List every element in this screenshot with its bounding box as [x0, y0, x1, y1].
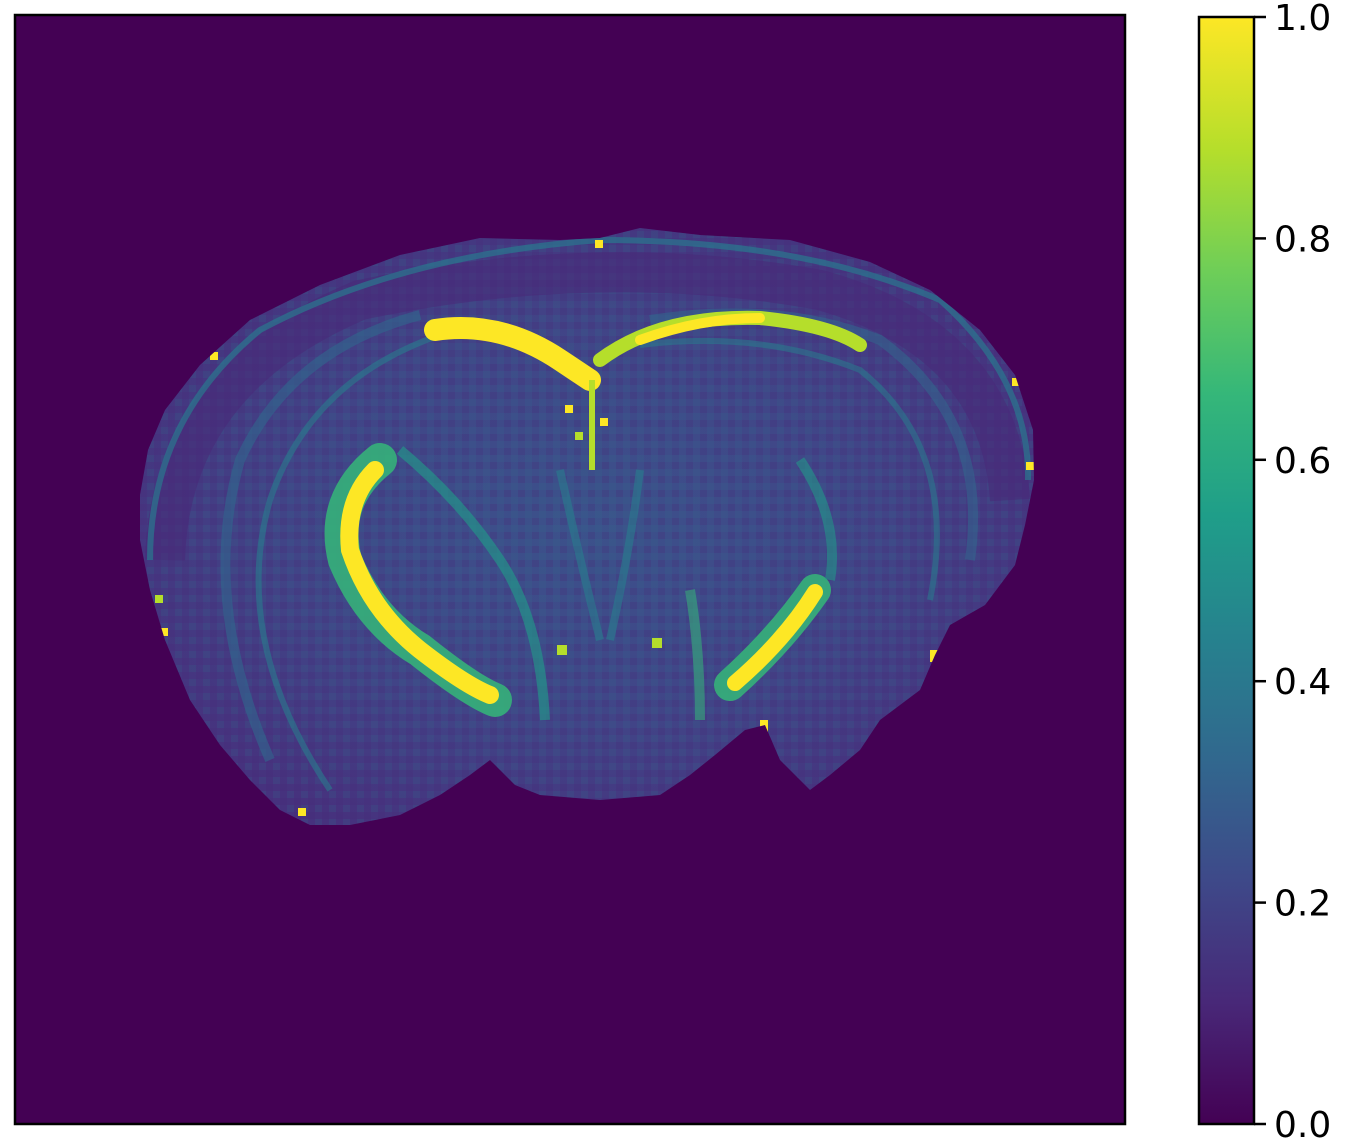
colorbar-tick-label: 0.2 — [1274, 884, 1331, 925]
edge-dot-8 — [1026, 462, 1034, 470]
thalamus-dot-right — [652, 638, 662, 648]
colorbar-frame — [1197, 15, 1256, 1126]
edge-dot-3 — [210, 352, 218, 360]
hippocampus-right-core — [727, 584, 823, 691]
colorbar-tick-label: 0.0 — [1274, 1105, 1331, 1146]
midline-dot-1 — [565, 405, 573, 413]
cortex-band-outer — [145, 252, 1030, 561]
right-inner-arc — [795, 457, 837, 581]
thalamus-streak-1 — [556, 469, 604, 641]
edge-dot-5 — [930, 650, 938, 662]
cortex-band-left-2 — [255, 332, 441, 792]
thalamus-dot-left — [557, 645, 567, 655]
cortex-band-left — [220, 310, 422, 763]
colorbar: 0.0 0.2 0.4 0.6 0.8 1.0 — [1197, 0, 1331, 1146]
left-inner-arc — [396, 446, 550, 721]
edge-dot-4 — [1012, 378, 1020, 386]
corpus-callosum-right-core — [635, 313, 765, 345]
brain-slice — [140, 228, 1034, 825]
colorbar-tick-label: 0.4 — [1274, 662, 1331, 703]
colorbar-ticks: 0.0 0.2 0.4 0.6 0.8 1.0 — [1254, 0, 1331, 1146]
colorbar-tick-label: 1.0 — [1274, 0, 1331, 39]
cortex-band-right-2 — [639, 337, 940, 601]
hippocampus-left-core — [340, 461, 499, 704]
colorbar-gradient — [1199, 17, 1254, 1124]
midline-dot-3 — [575, 432, 583, 440]
right-inner-arc-2 — [685, 589, 705, 721]
edge-dot-7 — [160, 628, 168, 636]
edge-dot-9 — [595, 240, 603, 248]
image-frame — [13, 13, 1127, 1126]
colorbar-tick-label: 0.6 — [1274, 441, 1331, 482]
edge-dot-2 — [298, 808, 306, 816]
edge-dot-6 — [155, 595, 163, 603]
image-axes — [13, 13, 1127, 1126]
colorbar-tick-label: 0.8 — [1274, 219, 1331, 260]
corpus-callosum-left — [424, 317, 601, 391]
midline-dot-2 — [600, 418, 608, 426]
thalamus-streak-2 — [606, 469, 644, 641]
